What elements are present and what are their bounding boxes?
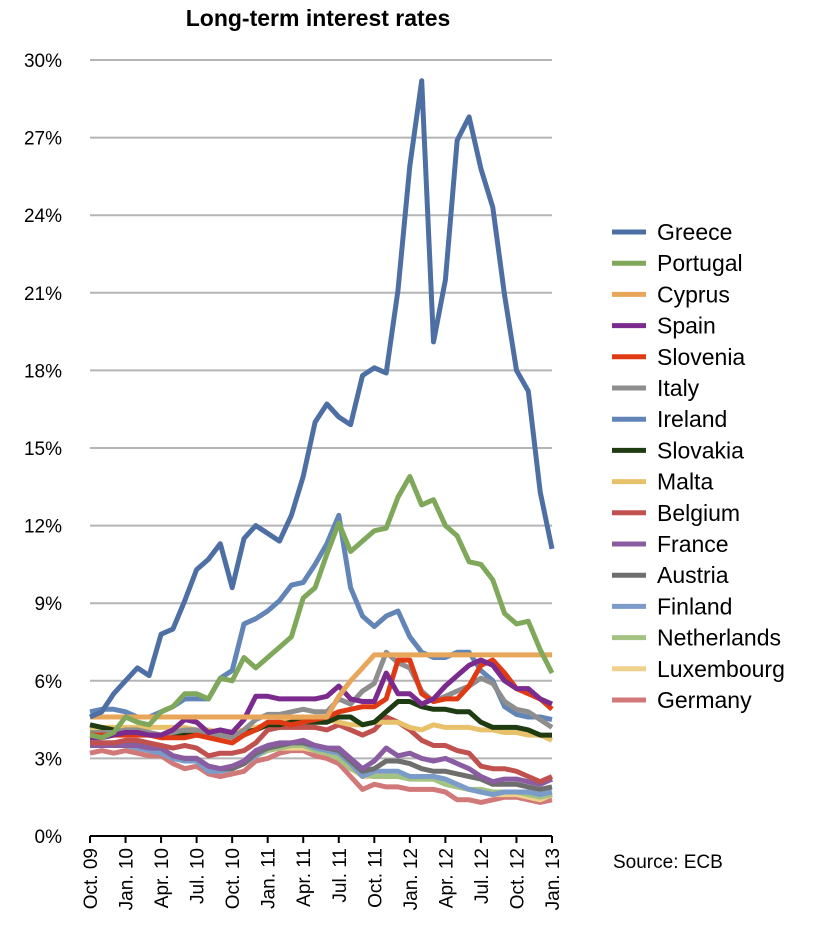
legend-label-portugal: Portugal	[657, 250, 743, 276]
x-tick-label: Oct. 09	[81, 848, 102, 909]
legend-label-belgium: Belgium	[657, 500, 740, 526]
y-tick-label: 18%	[24, 361, 62, 382]
chart-title: Long-term interest rates	[186, 5, 451, 31]
x-tick-label: Jan. 12	[401, 848, 422, 910]
x-tick-label: Jul. 10	[188, 848, 209, 904]
x-tick-label: Jan. 11	[259, 848, 280, 909]
y-tick-label: 9%	[35, 594, 63, 615]
x-tick-label: Oct. 11	[365, 848, 386, 908]
y-tick-label: 24%	[24, 206, 62, 227]
legend-label-greece: Greece	[657, 219, 732, 245]
x-tick-label: Jul. 11	[330, 848, 351, 903]
gridlines	[90, 59, 552, 760]
x-tick-label: Jan. 10	[117, 848, 138, 910]
y-axis-ticks: 0% 3% 6% 9% 12% 15% 18% 21% 24% 27% 30%	[24, 51, 62, 848]
legend-label-malta: Malta	[657, 469, 713, 495]
x-tick-label: Jan. 13	[543, 848, 564, 910]
legend-label-luxembourg: Luxembourg	[657, 656, 785, 682]
y-tick-label: 0%	[35, 827, 63, 848]
series-line-spain	[90, 657, 554, 741]
legend-label-italy: Italy	[657, 375, 700, 401]
x-tick-label: Jul. 12	[472, 848, 493, 904]
legend-label-france: France	[657, 531, 729, 557]
legend-label-finland: Finland	[657, 593, 732, 619]
x-tick-label: Apr. 11	[294, 848, 315, 907]
y-tick-label: 12%	[24, 517, 62, 538]
y-tick-label: 21%	[24, 284, 62, 305]
x-tick-label: Apr. 10	[152, 848, 173, 908]
legend-label-netherlands: Netherlands	[657, 625, 781, 651]
series-line-cyprus	[90, 652, 552, 720]
y-tick-label: 27%	[24, 129, 62, 150]
legend: Greece Portugal Cyprus Spain Slovenia Italy Ir…	[612, 219, 785, 713]
y-tick-label: 3%	[35, 749, 63, 770]
legend-label-spain: Spain	[657, 313, 716, 339]
series-line-belgium	[90, 714, 554, 785]
series-line-germany	[89, 748, 553, 805]
legend-label-slovakia: Slovakia	[657, 437, 744, 463]
series-line-greece	[88, 78, 555, 720]
legend-label-cyprus: Cyprus	[657, 281, 730, 307]
x-axis-ticks: Oct. 09 Jan. 10 Apr. 10 Jul. 10 Oct. 10 Jan. …	[81, 836, 564, 910]
x-tick-label: Apr. 12	[436, 848, 457, 908]
series-lines	[88, 78, 555, 805]
source-note: Source: ECB	[613, 852, 723, 873]
y-tick-label: 6%	[35, 672, 63, 693]
legend-label-germany: Germany	[657, 687, 752, 713]
y-tick-label: 30%	[24, 51, 62, 72]
legend-label-slovenia: Slovenia	[657, 344, 745, 370]
legend-label-ireland: Ireland	[657, 406, 727, 432]
y-tick-label: 15%	[24, 439, 62, 460]
x-tick-label: Oct. 12	[507, 848, 528, 909]
series-line-portugal	[89, 474, 555, 741]
x-tick-label: Oct. 10	[223, 848, 244, 909]
legend-label-austria: Austria	[657, 562, 729, 588]
series-line-france	[90, 737, 554, 787]
series-line-ireland	[89, 512, 553, 723]
